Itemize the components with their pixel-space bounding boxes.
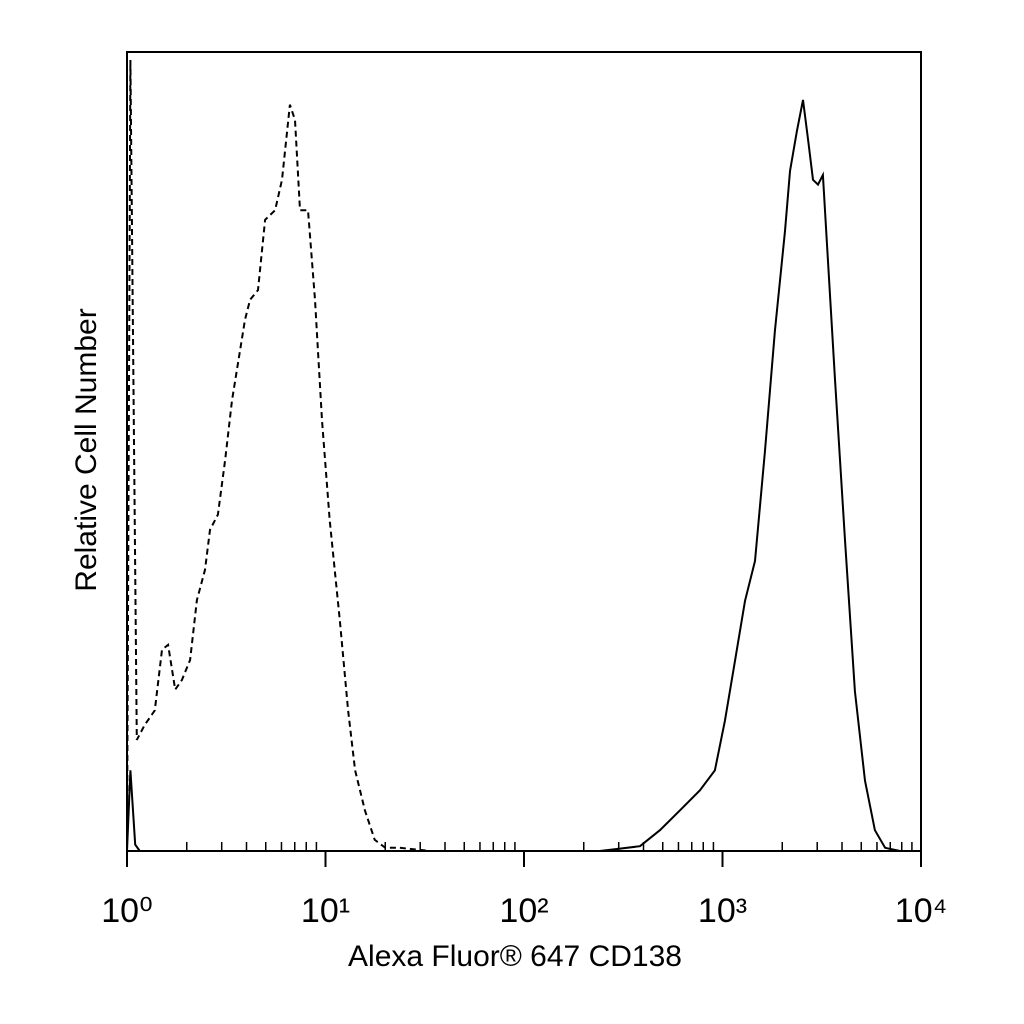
histogram-line [126,99,921,852]
x-axis-label: Alexa Fluor® 647 CD138 [348,940,682,973]
y-axis-label: Relative Cell Number [70,308,103,591]
x-tick-label: 10¹ [301,892,350,930]
histogram-line [126,59,921,852]
x-tick-label: 10² [499,892,548,930]
x-tick-label: 10⁰ [101,892,152,930]
plot-frame [126,51,922,852]
x-tick-label: 10³ [698,892,747,930]
x-tick-label: 10⁴ [895,892,947,930]
